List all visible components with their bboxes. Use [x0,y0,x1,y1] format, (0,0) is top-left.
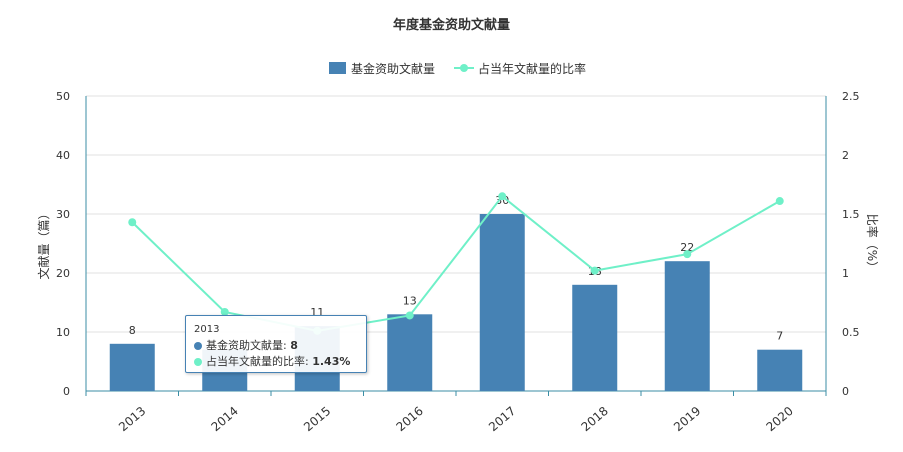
bar-data-label: 22 [680,241,694,254]
tooltip-bar-label: 基金资助文献量: [206,339,287,352]
bar [572,284,618,391]
line-point [683,250,692,259]
y-right-axis-title: 比率（%） [865,214,880,273]
tooltip-bar-value: 8 [290,339,298,352]
bar-data-label: 8 [129,324,136,337]
bar [757,349,803,391]
y-right-tick-label: 2.5 [842,90,860,103]
y-right-tick-label: 0 [842,385,849,398]
y-axis-title: 文献量（篇） [36,207,51,279]
tooltip-category: 2013 [194,324,220,335]
y-tick-label: 50 [56,90,70,103]
bar-data-label: 13 [403,294,417,307]
tooltip-line-row: 占当年文献量的比率: 1.43% [194,354,358,370]
line-point [498,192,507,201]
line-point [128,218,137,227]
y-tick-label: 10 [56,326,70,339]
y-right-tick-label: 1.5 [842,208,860,221]
line-point [220,307,229,316]
tooltip-bar-row: 基金资助文献量: 8 [194,338,358,354]
legend-bar-label: 基金资助文献量 [351,61,435,76]
y-right-tick-label: 0.5 [842,326,860,339]
tooltip-line-value: 1.43% [312,355,351,368]
y-tick-label: 30 [56,208,70,221]
bar [387,314,433,391]
x-tick-label: 2016 [394,404,426,434]
x-tick-label: 2019 [671,404,703,434]
y-right-tick-label: 2 [842,149,849,162]
y-tick-label: 40 [56,149,70,162]
y-right-tick-label: 1 [842,267,849,280]
tooltip-bar-dot-icon [194,342,202,350]
chart-tooltip: 2013 基金资助文献量: 8 占当年文献量的比率: 1.43% [185,315,367,373]
chart-title: 年度基金资助文献量 [392,18,510,33]
bar [664,261,710,391]
legend-line-label: 占当年文献量的比率 [478,61,586,76]
x-tick-label: 2017 [486,404,518,434]
line-point [405,311,414,320]
y-tick-label: 0 [63,385,70,398]
bar [109,343,155,391]
tooltip-line-dot-icon [194,358,202,366]
x-tick-label: 2013 [116,404,148,434]
y-tick-label: 20 [56,267,70,280]
x-tick-label: 2014 [209,404,241,434]
x-tick-label: 2018 [579,404,611,434]
x-tick-label: 2020 [764,404,796,434]
line-point [590,266,599,275]
legend-bar-swatch [329,62,346,74]
bar [479,214,525,391]
bar-data-label: 7 [776,330,783,343]
legend-line-marker [460,64,468,72]
line-point [775,197,784,206]
tooltip-line-label: 占当年文献量的比率: [206,355,309,368]
x-tick-label: 2015 [301,404,333,434]
